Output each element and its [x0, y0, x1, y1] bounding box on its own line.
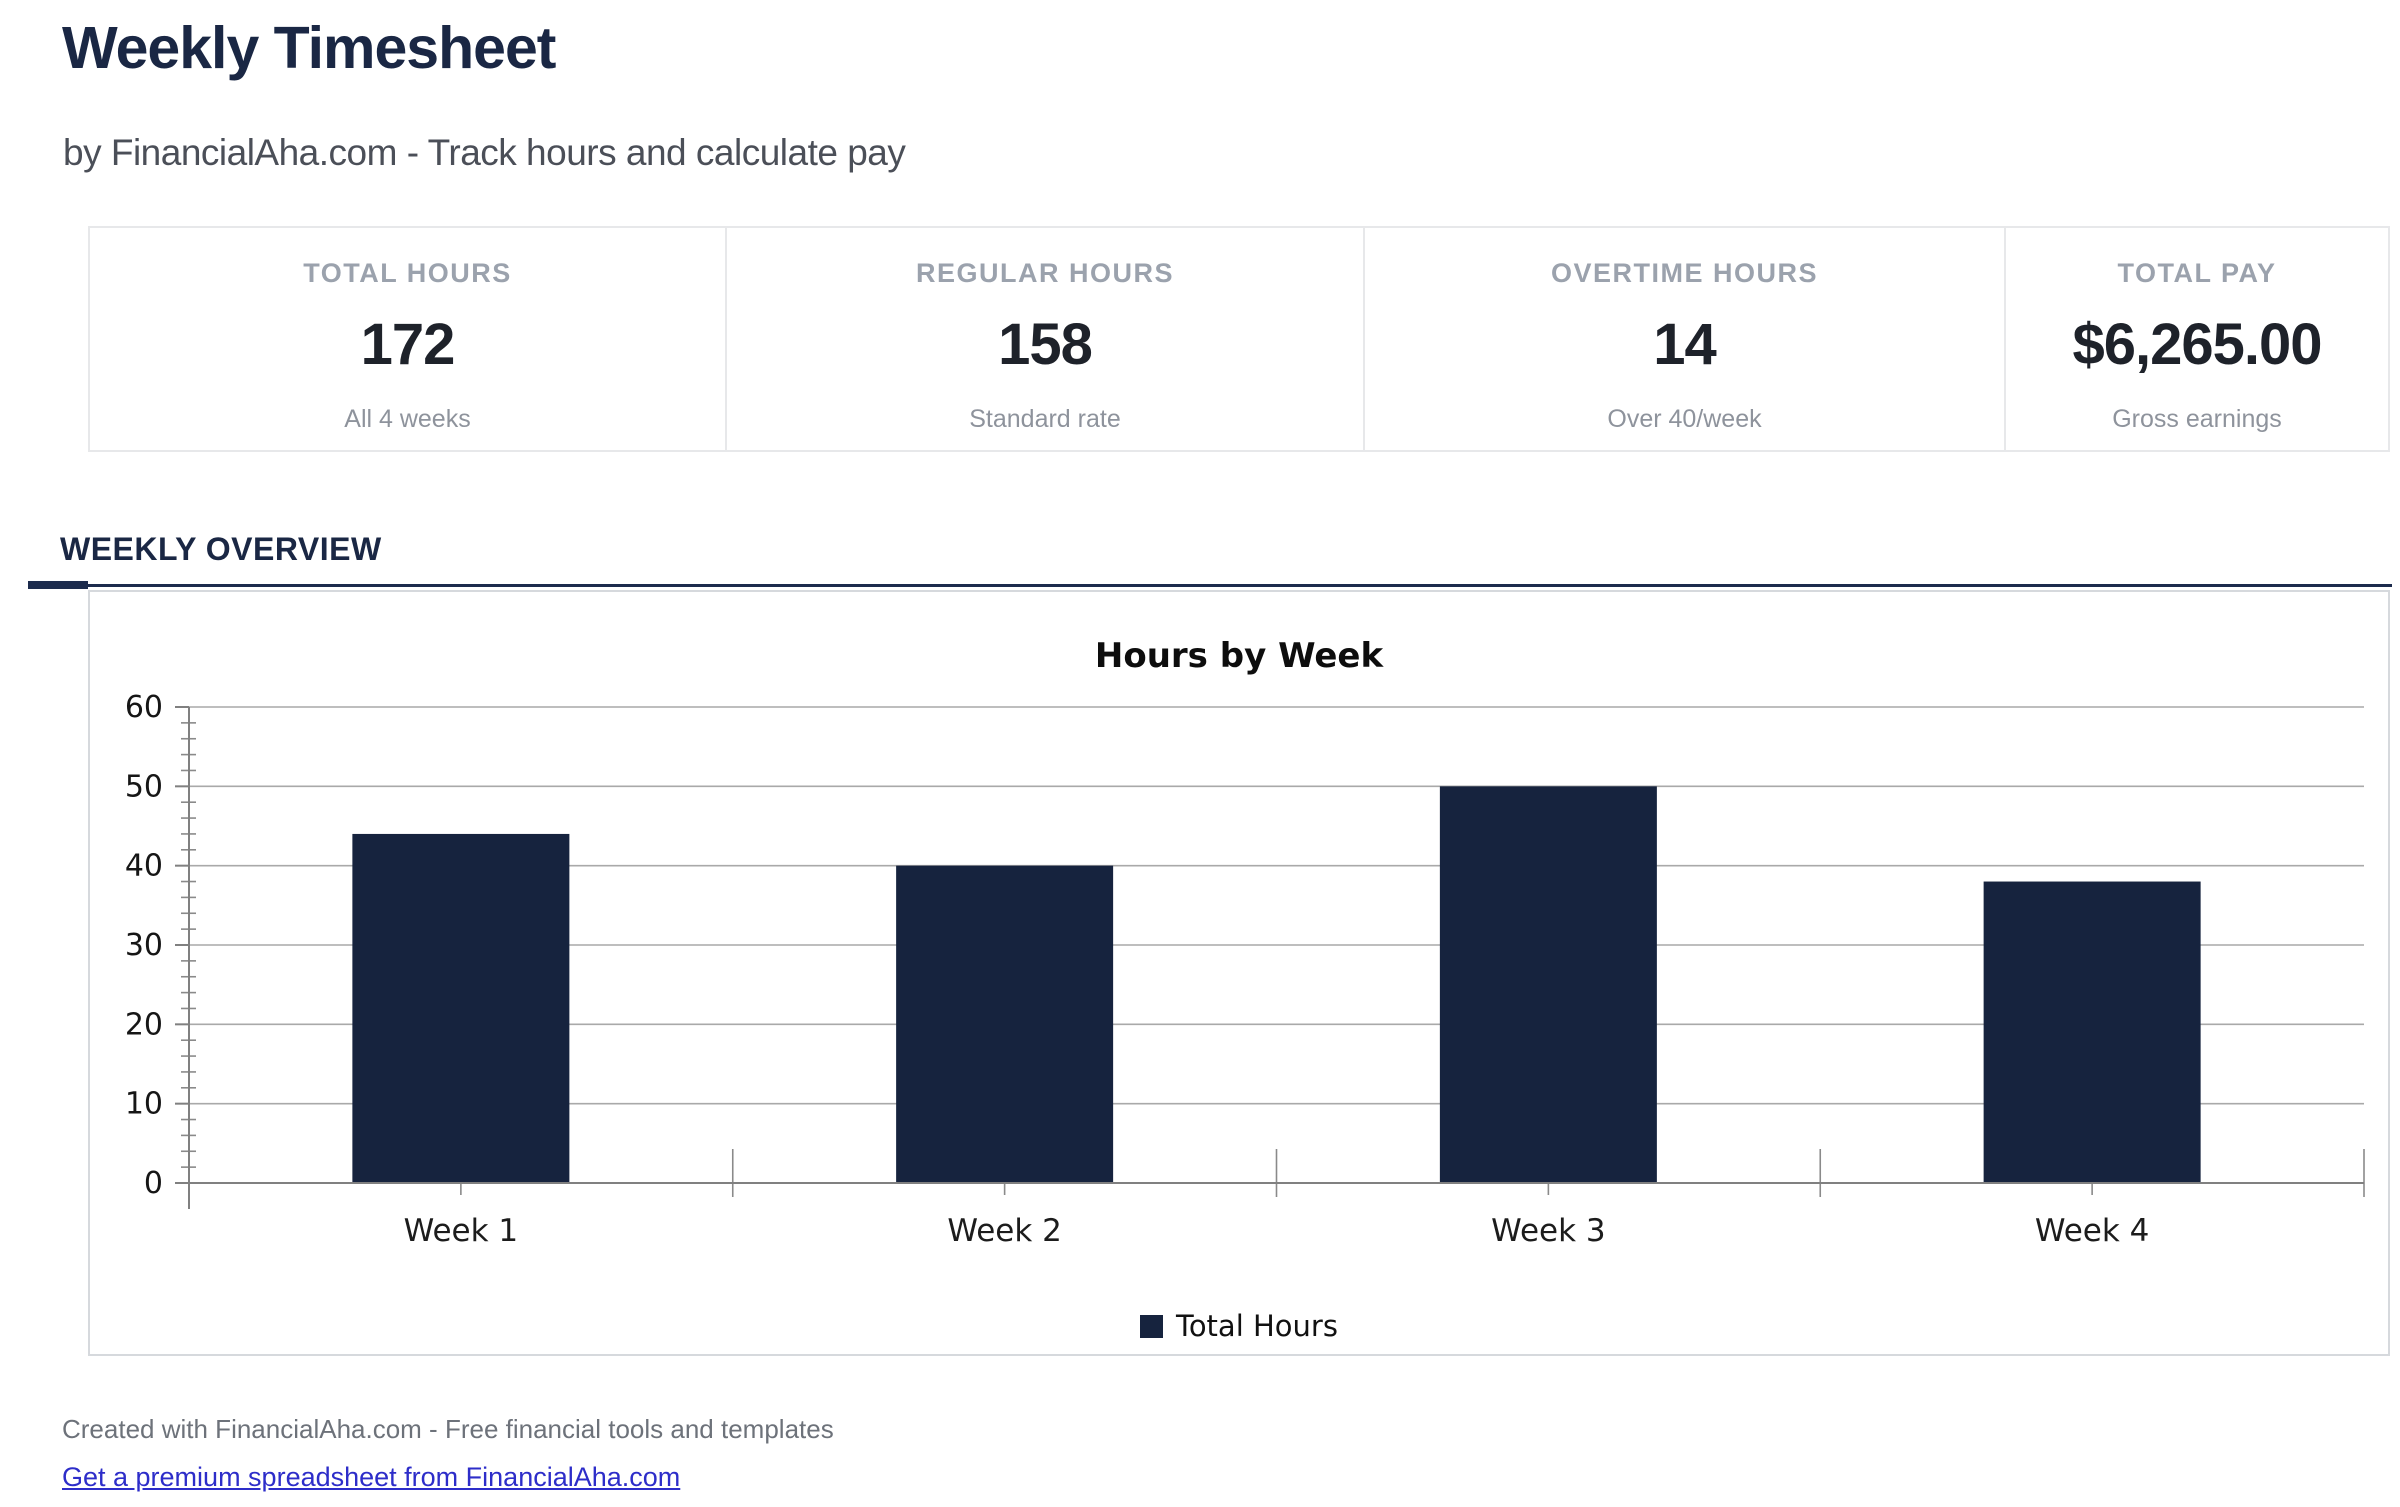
- svg-text:Week 1: Week 1: [404, 1213, 519, 1249]
- page-title: Weekly Timesheet: [62, 15, 556, 81]
- stat-label: TOTAL HOURS: [303, 258, 512, 288]
- svg-text:10: 10: [125, 1087, 163, 1122]
- bar-week-2: [896, 865, 1114, 1183]
- page-subtitle: by FinancialAha.com - Track hours and ca…: [63, 132, 906, 173]
- svg-text:20: 20: [125, 1007, 163, 1042]
- stat-label: REGULAR HOURS: [915, 258, 1174, 288]
- stat-label: TOTAL PAY: [2117, 258, 2277, 288]
- hours-by-week-bar-chart: 0 10 20 30 40 50 60 Week 1 Week 2 Week 3 Week 4: [125, 690, 2365, 1249]
- stat-card-regular-hours: REGULAR HOURS 158 Standard rate: [725, 228, 1363, 450]
- stat-subtext: Standard rate: [969, 405, 1121, 433]
- section-divider: [28, 581, 2392, 589]
- section-heading-weekly-overview: WEEKLY OVERVIEW: [60, 531, 382, 567]
- stat-card-total-pay: TOTAL PAY $6,265.00 Gross earnings: [2004, 228, 2388, 450]
- stat-value: $6,265.00: [2072, 312, 2322, 377]
- premium-spreadsheet-link[interactable]: Get a premium spreadsheet from Financial…: [62, 1462, 681, 1492]
- chart-title: Hours by Week: [1094, 636, 1384, 676]
- stat-subtext: Over 40/week: [1607, 405, 1762, 433]
- svg-text:Week 4: Week 4: [2035, 1213, 2150, 1249]
- legend-swatch-icon: [1140, 1314, 1164, 1338]
- svg-text:30: 30: [125, 928, 163, 963]
- legend-label: Total Hours: [1176, 1309, 1338, 1343]
- stat-subtext: Gross earnings: [2112, 405, 2282, 433]
- bar-week-1: [352, 833, 570, 1183]
- footer-credit-text: Created with FinancialAha.com - Free fin…: [62, 1414, 834, 1444]
- chart-panel: Hours by Week 0 10 20 30 40 50 60 Week 1 Week 2 W…: [88, 590, 2390, 1356]
- bar-week-4: [1983, 881, 2201, 1183]
- stat-label: OVERTIME HOURS: [1550, 258, 1819, 288]
- svg-text:40: 40: [125, 849, 163, 884]
- svg-text:Week 2: Week 2: [947, 1213, 1062, 1249]
- stat-value: 172: [360, 312, 456, 377]
- stat-value: 158: [998, 312, 1093, 377]
- svg-text:0: 0: [144, 1166, 163, 1201]
- stats-row: TOTAL HOURS 172 All 4 weeks REGULAR HOUR…: [88, 226, 2390, 452]
- stat-card-overtime-hours: OVERTIME HOURS 14 Over 40/week: [1363, 228, 2004, 450]
- svg-text:Week 3: Week 3: [1491, 1213, 1606, 1249]
- chart-legend: Total Hours: [90, 1306, 2388, 1346]
- stat-value: 14: [1653, 312, 1717, 377]
- stat-subtext: All 4 weeks: [344, 405, 471, 433]
- svg-text:60: 60: [125, 690, 163, 725]
- bar-week-3: [1439, 786, 1657, 1183]
- svg-text:50: 50: [125, 769, 163, 804]
- stat-card-total-hours: TOTAL HOURS 172 All 4 weeks: [90, 228, 725, 450]
